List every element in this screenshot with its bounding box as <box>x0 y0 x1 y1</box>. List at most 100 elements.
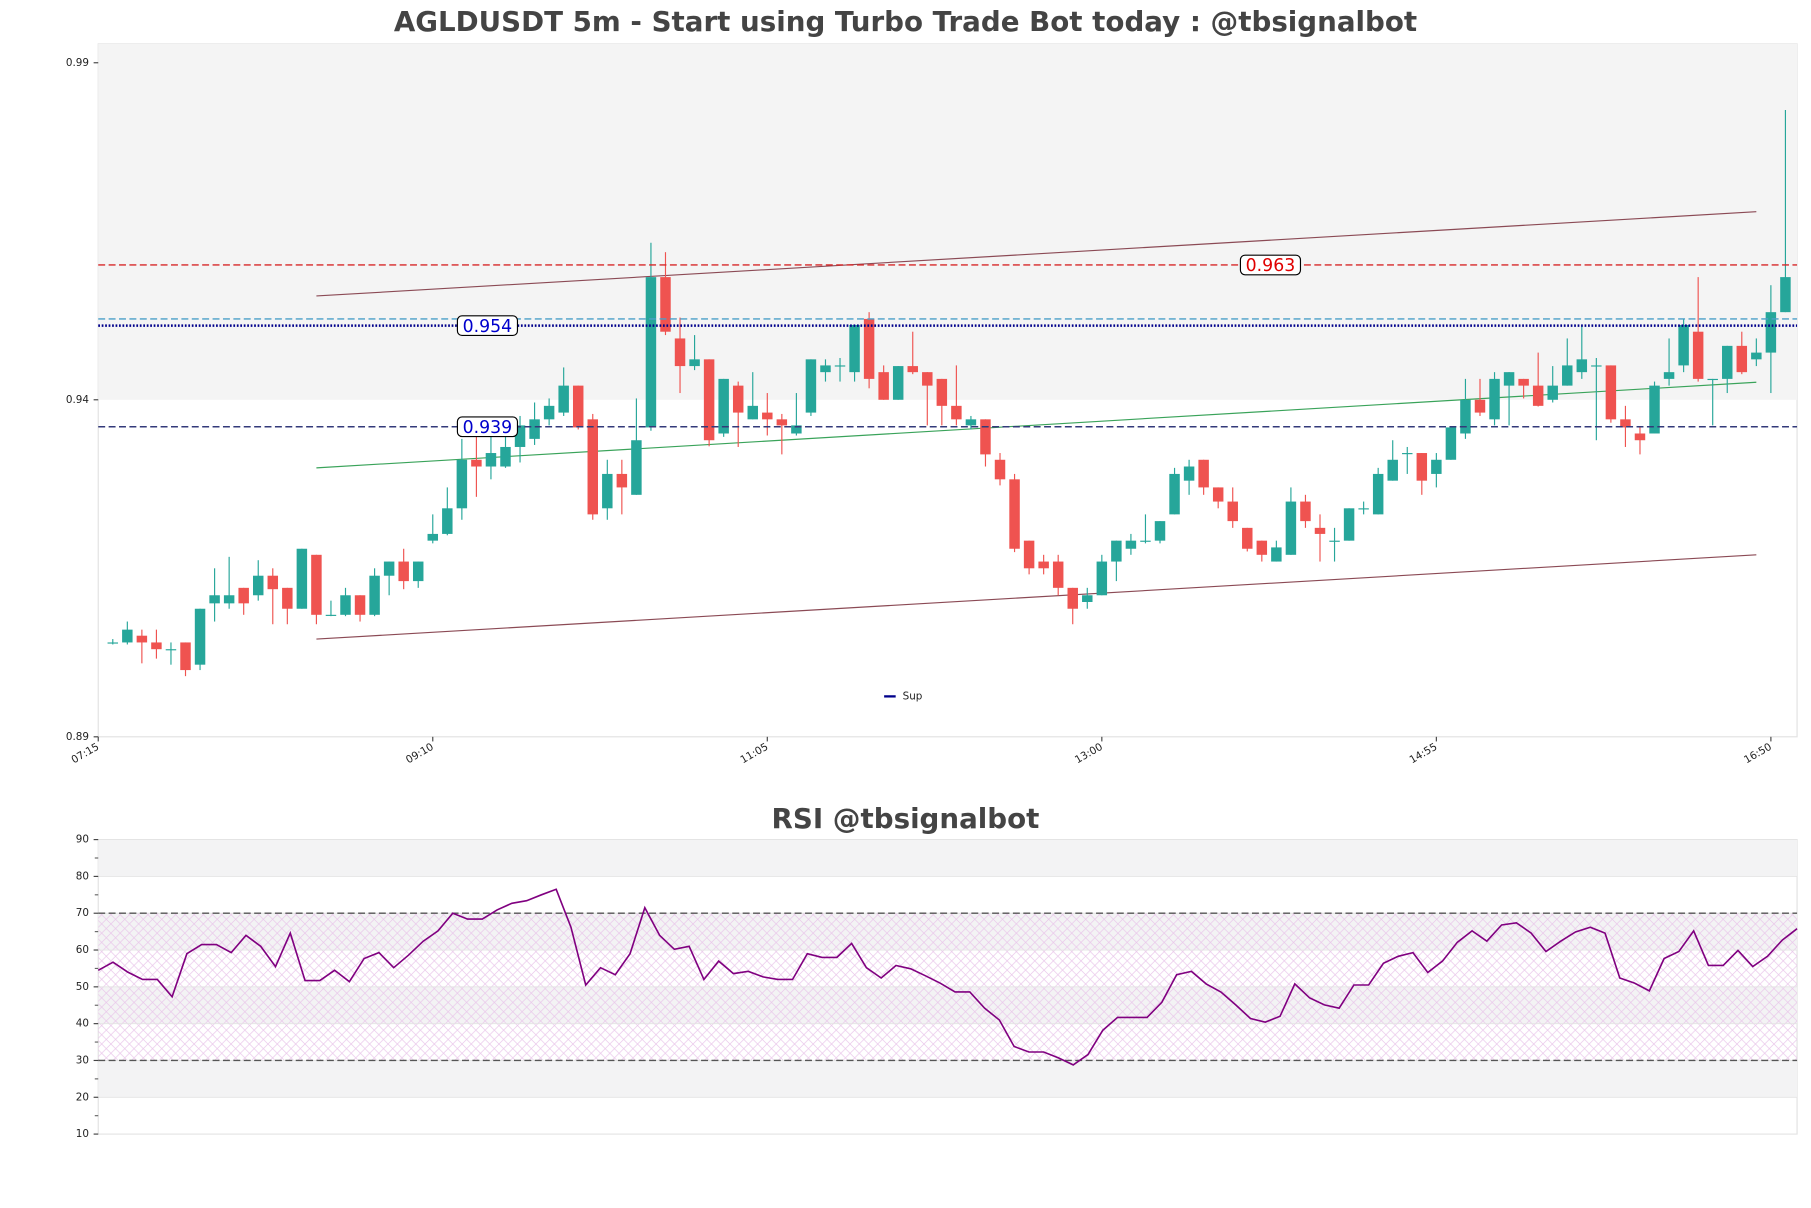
candle-body <box>442 508 453 534</box>
candle-body <box>1140 540 1151 542</box>
candle-body <box>1256 540 1268 555</box>
candle-body <box>965 419 977 426</box>
candle-body <box>1082 595 1093 603</box>
candle-body <box>122 629 133 643</box>
candle-body <box>412 561 424 582</box>
y-tick-label: 70 <box>76 907 89 919</box>
candle-body <box>296 548 308 609</box>
candle-body <box>631 440 642 495</box>
candle-body <box>980 419 991 455</box>
candle-body <box>1431 459 1442 474</box>
candle-body <box>1751 352 1762 360</box>
candle-body <box>282 587 293 609</box>
candle-body <box>1096 561 1108 596</box>
y-tick-label: 0.94 <box>66 394 89 406</box>
candle-body <box>1402 453 1413 455</box>
candle-body <box>1358 508 1369 510</box>
h-line-label: 0.963 <box>1246 256 1296 276</box>
h-line-label: 0.954 <box>463 317 513 337</box>
candle-body <box>369 575 380 615</box>
candle-body <box>1562 365 1573 386</box>
candle-body <box>194 608 206 665</box>
band <box>98 1060 1798 1098</box>
y-tick-label: 90 <box>76 834 89 846</box>
candle-body <box>776 419 788 426</box>
candle-body <box>398 561 409 582</box>
candle-body <box>485 453 497 467</box>
trend-line <box>316 381 1757 469</box>
candle-body <box>1678 324 1689 366</box>
candle-body <box>107 642 119 644</box>
y-tick-label: 50 <box>76 981 89 993</box>
y-tick-label: 20 <box>76 1091 89 1103</box>
candle-body <box>1532 385 1544 406</box>
candle-body <box>922 372 933 386</box>
candle-body <box>1169 473 1180 515</box>
candle-body <box>1503 372 1515 386</box>
candle-body <box>471 459 482 467</box>
x-tick-label: 16:50 <box>1742 741 1774 766</box>
candle-body <box>1634 433 1646 441</box>
candle-body <box>703 359 715 441</box>
h-line-label: 0.939 <box>463 418 513 438</box>
candle-body <box>267 575 279 590</box>
candle-body <box>1183 466 1195 481</box>
y-tick-label: 80 <box>76 870 89 882</box>
candle-body <box>165 649 177 651</box>
x-tick-label: 14:55 <box>1407 741 1439 766</box>
candle-body <box>340 595 351 615</box>
candle-body <box>325 614 337 616</box>
candle-body <box>1052 561 1064 588</box>
candle-body <box>1198 459 1209 488</box>
candle-body <box>1591 365 1602 367</box>
candle-body <box>1722 345 1733 379</box>
candle-body <box>136 635 148 643</box>
candle-body <box>1489 378 1500 420</box>
candle-body <box>151 642 162 650</box>
candle-body <box>209 595 220 604</box>
x-tick-label: 11:05 <box>738 741 770 766</box>
candle-body <box>1780 277 1791 313</box>
candle-body <box>1009 479 1020 549</box>
y-tick-label: 0.99 <box>66 57 89 69</box>
candle-body <box>1474 399 1486 413</box>
candle-body <box>674 338 686 367</box>
h-line-label-box <box>1239 254 1302 276</box>
candle-body <box>1329 540 1340 542</box>
candle-body <box>1212 487 1224 502</box>
candle-body <box>1285 501 1297 555</box>
candle-body <box>311 554 322 615</box>
candle-body <box>354 595 366 615</box>
candle-body <box>1736 345 1748 373</box>
candle-body <box>558 385 569 413</box>
candle-body <box>1372 473 1384 515</box>
band <box>98 839 1798 877</box>
x-tick-label: 09:10 <box>404 741 436 766</box>
candle-body <box>1416 453 1428 481</box>
candle-body <box>718 378 729 434</box>
candle-body <box>689 359 700 367</box>
legend-label: Sup <box>903 690 923 702</box>
candle-body <box>762 412 773 420</box>
candle-body <box>1692 331 1704 379</box>
candle-body <box>383 561 395 576</box>
candle-body <box>878 372 889 400</box>
candle-body <box>1663 372 1675 379</box>
y-tick-label: 0.89 <box>66 731 89 743</box>
candle-body <box>834 365 846 367</box>
candle-body <box>660 277 671 332</box>
x-tick-label: 13:00 <box>1073 741 1105 766</box>
chart-title: AGLDUSDT 5m - Start using Turbo Trade Bo… <box>394 5 1417 38</box>
candle-body <box>1154 521 1166 541</box>
candle-body <box>1242 527 1253 549</box>
rsi-line <box>97 888 1798 1066</box>
x-tick-label: 07:15 <box>69 741 101 766</box>
candle-body <box>907 366 918 373</box>
candle-body <box>1067 587 1078 609</box>
candle-body <box>514 425 526 447</box>
candle-body <box>602 473 613 509</box>
candle-body <box>1649 385 1660 434</box>
y-tick-label: 30 <box>76 1054 89 1066</box>
candle-body <box>1343 508 1355 541</box>
trend-line <box>316 554 1757 640</box>
